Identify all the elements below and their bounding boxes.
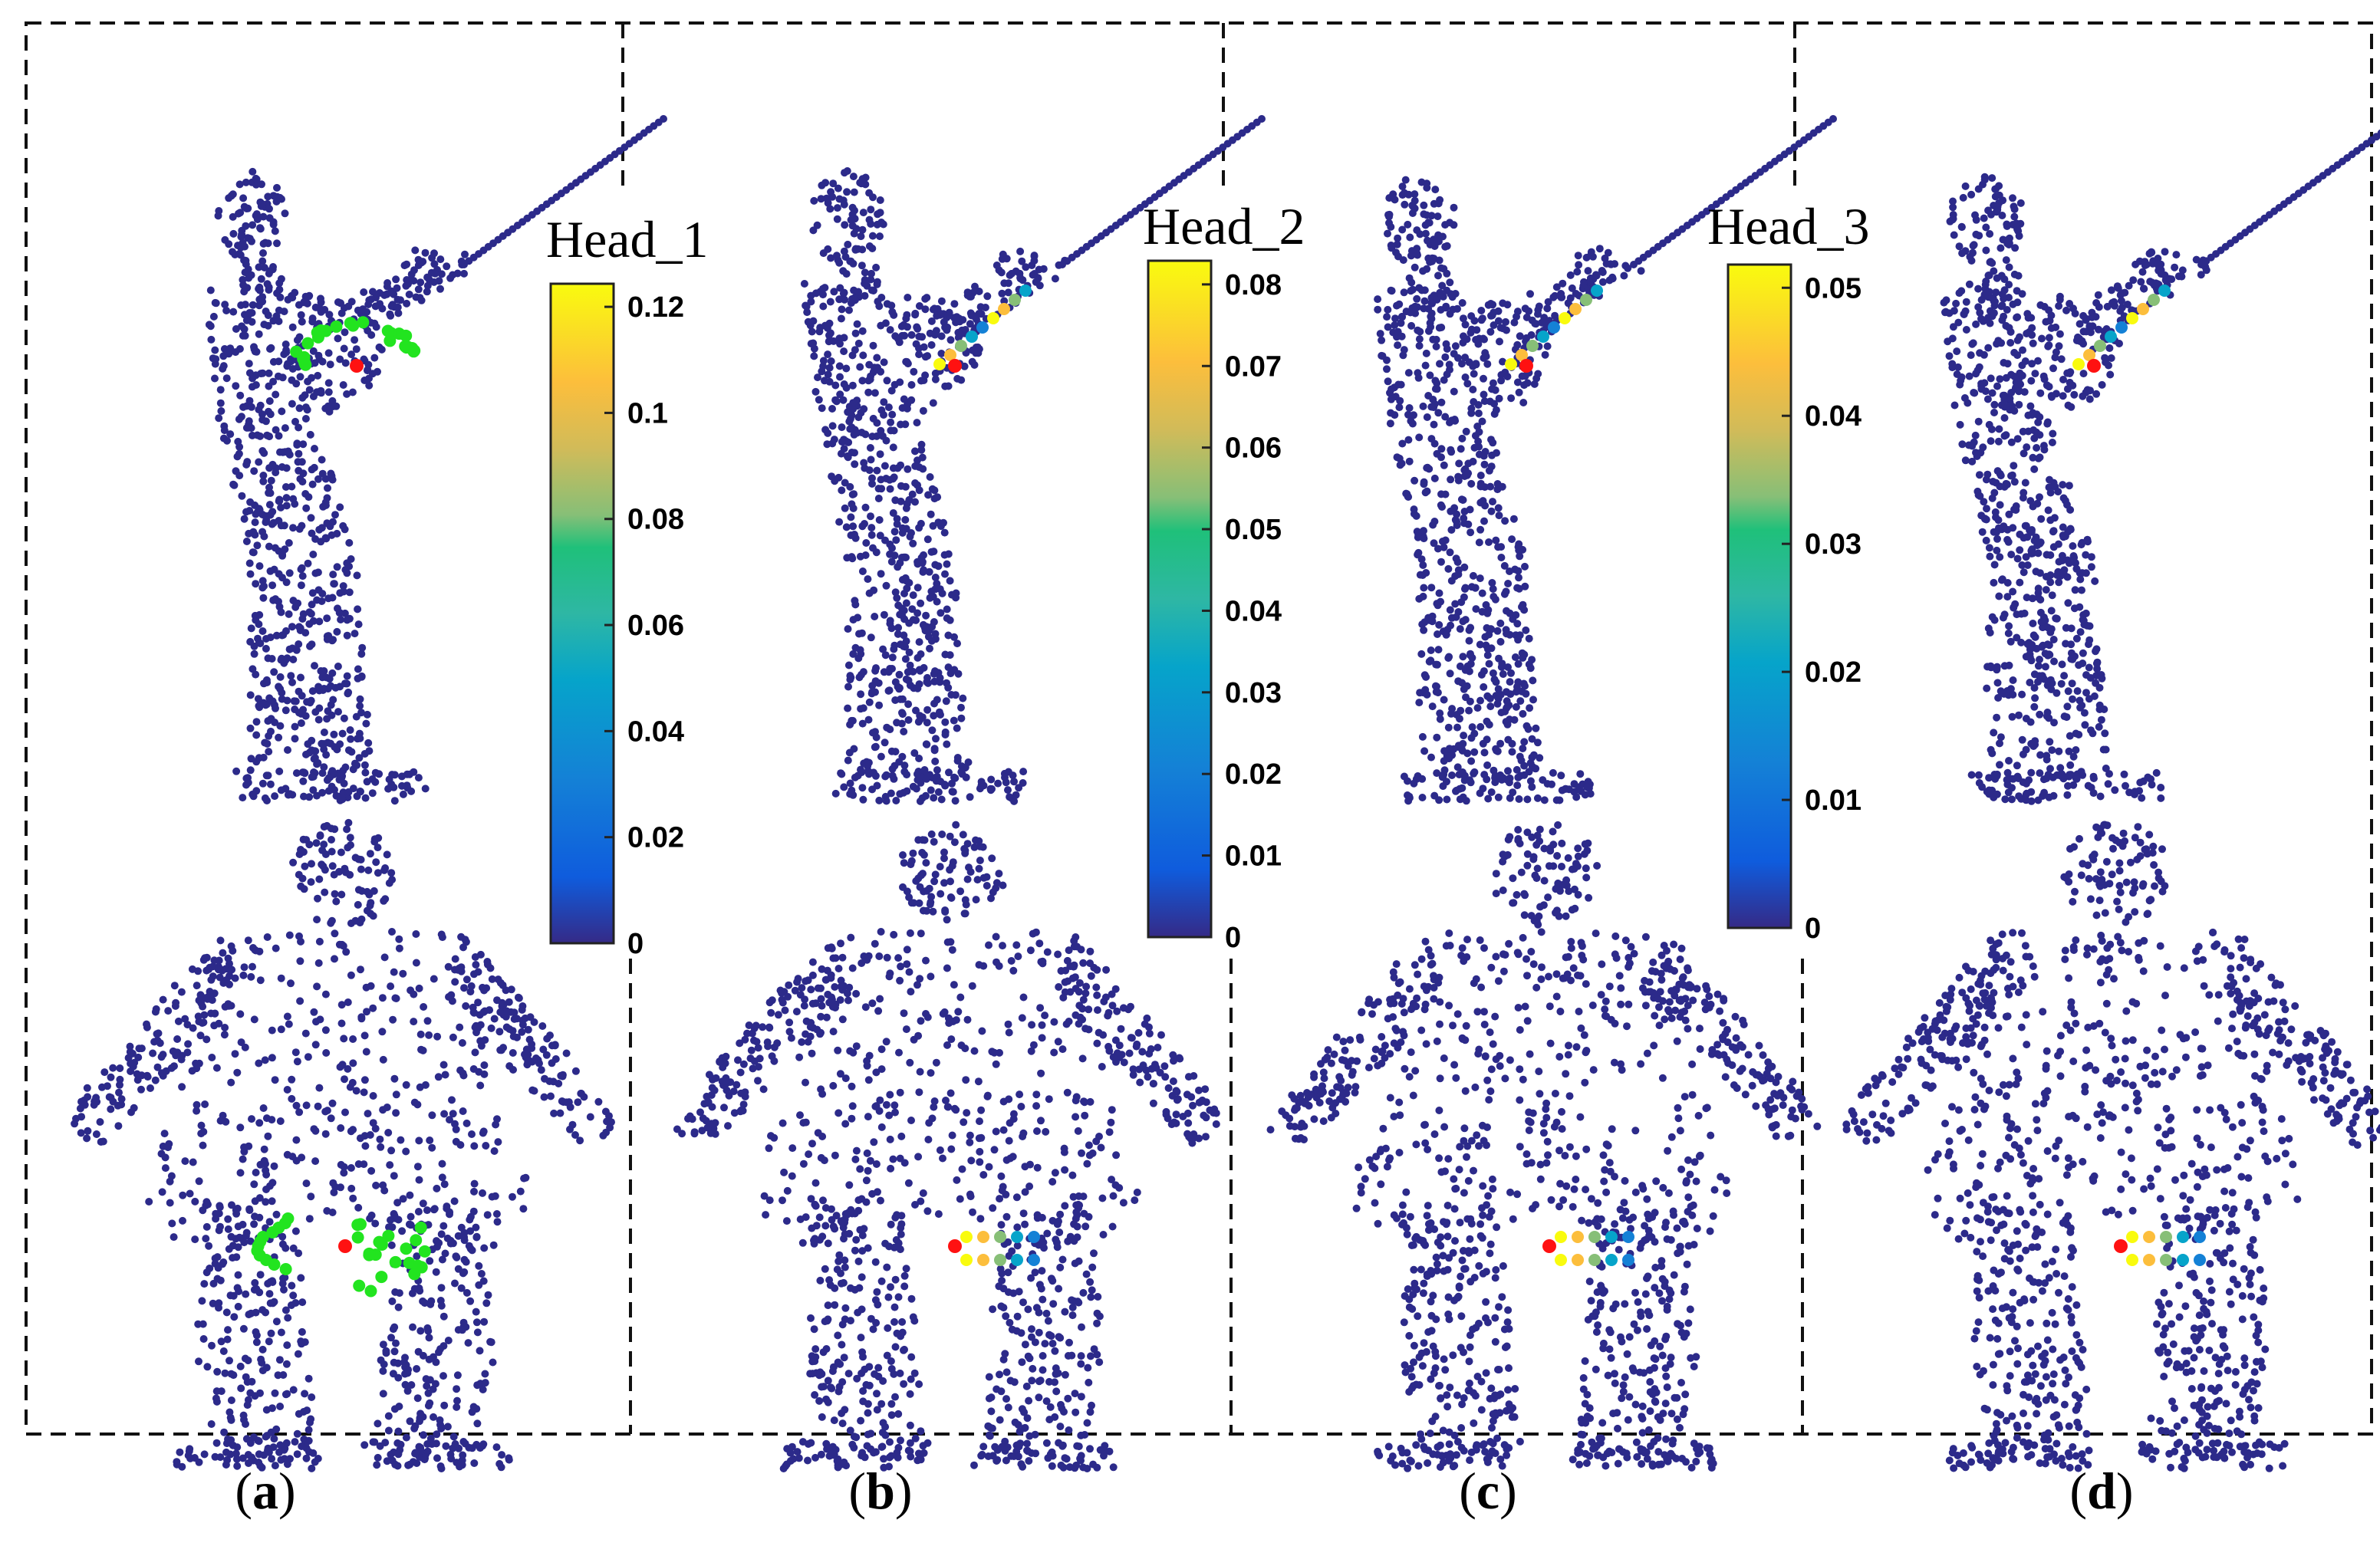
query-point-front-d xyxy=(2114,1239,2128,1253)
colorbars: Head_1 0.12 0.1 0.08 0.06 0.04 0.02 0 Head_2 0.08… xyxy=(546,197,1869,960)
query-point-front-c xyxy=(1542,1239,1556,1253)
standing-person-cloud-d xyxy=(1940,129,2380,805)
colorbar-gradient-a xyxy=(549,282,615,945)
colorbar-tick-b: 0.06 xyxy=(1225,433,1282,465)
colorbar-tick-c: 0.03 xyxy=(1805,528,1862,561)
colorbar-tick-b: 0.01 xyxy=(1225,840,1282,873)
colorbar-tick-b: 0.04 xyxy=(1225,595,1282,627)
front-person-cloud-c xyxy=(1266,821,1822,1472)
query-point-front-b xyxy=(948,1239,962,1253)
knee-attention-points-c xyxy=(1555,1231,1634,1266)
colorbar-tick-c: 0.04 xyxy=(1805,400,1862,433)
query-point-standing-d xyxy=(2087,359,2101,373)
panel-label-c: (c) xyxy=(1459,1462,1517,1520)
colorbar-tick-c: 0 xyxy=(1805,913,1821,945)
panel-label-d: (d) xyxy=(2069,1462,2134,1520)
colorbar-tick-a: 0.1 xyxy=(627,397,668,429)
colorbar-tick-a: 0.02 xyxy=(627,822,684,854)
colorbar-tick-c: 0.05 xyxy=(1805,272,1862,304)
colorbar-tick-b: 0.07 xyxy=(1225,350,1282,383)
front-person-cloud-d xyxy=(1842,821,2380,1472)
panel-label-a: (a) xyxy=(235,1462,296,1520)
colorbar-title-c: Head_3 xyxy=(1707,197,1869,255)
arm-attention-points-b xyxy=(933,285,1032,370)
knee-attention-points-a xyxy=(251,1212,431,1298)
knee-attention-points-b xyxy=(960,1231,1040,1266)
standing-person-cloud-b xyxy=(800,115,1266,805)
arm-attention-points-c xyxy=(1505,285,1603,370)
colorbar-tick-a: 0.12 xyxy=(627,291,684,324)
colorbar-tick-b: 0.05 xyxy=(1225,514,1282,546)
colorbar-a: Head_1 0.12 0.1 0.08 0.06 0.04 0.02 0 xyxy=(546,210,708,960)
colorbar-tick-a: 0.04 xyxy=(627,715,684,748)
colorbar-tick-a: 0.06 xyxy=(627,610,684,642)
colorbar-tick-c: 0.02 xyxy=(1805,656,1862,689)
front-person-cloud-a xyxy=(71,818,615,1472)
colorbar-gradient-c xyxy=(1727,263,1792,929)
colorbar-gradient-b xyxy=(1147,259,1213,939)
colorbar-tick-b: 0.02 xyxy=(1225,758,1282,791)
colorbar-tick-b: 0 xyxy=(1225,922,1241,954)
panel-label-b: (b) xyxy=(848,1462,913,1520)
colorbar-tick-a: 0.08 xyxy=(627,504,684,536)
knee-attention-points-d xyxy=(2126,1231,2206,1266)
colorbar-tick-b: 0.08 xyxy=(1225,269,1282,301)
colorbar-c: Head_3 0.05 0.04 0.03 0.02 0.01 0 xyxy=(1707,197,1869,945)
colorbar-tick-c: 0.01 xyxy=(1805,785,1862,817)
point-clouds xyxy=(71,115,2380,1472)
query-point-standing-a xyxy=(350,359,364,373)
arm-attention-points-a xyxy=(290,316,421,371)
colorbar-tick-a: 0 xyxy=(627,928,644,960)
colorbar-tick-b: 0.03 xyxy=(1225,677,1282,709)
colorbar-title-a: Head_1 xyxy=(546,210,708,268)
query-point-standing-b xyxy=(948,359,962,373)
standing-person-cloud-a xyxy=(205,115,667,805)
arm-attention-points-d xyxy=(2072,285,2171,370)
frame-border xyxy=(25,21,2373,1436)
dashed-frame xyxy=(25,21,2373,1436)
front-person-cloud-b xyxy=(673,821,1220,1472)
query-point-standing-c xyxy=(1519,359,1533,373)
colorbar-title-b: Head_2 xyxy=(1143,197,1305,255)
colorbar-b: Head_2 0.08 0.07 0.06 0.05 0.04 0.03 0.02 0.01 0 xyxy=(1143,197,1305,954)
query-point-front-a xyxy=(338,1239,352,1253)
